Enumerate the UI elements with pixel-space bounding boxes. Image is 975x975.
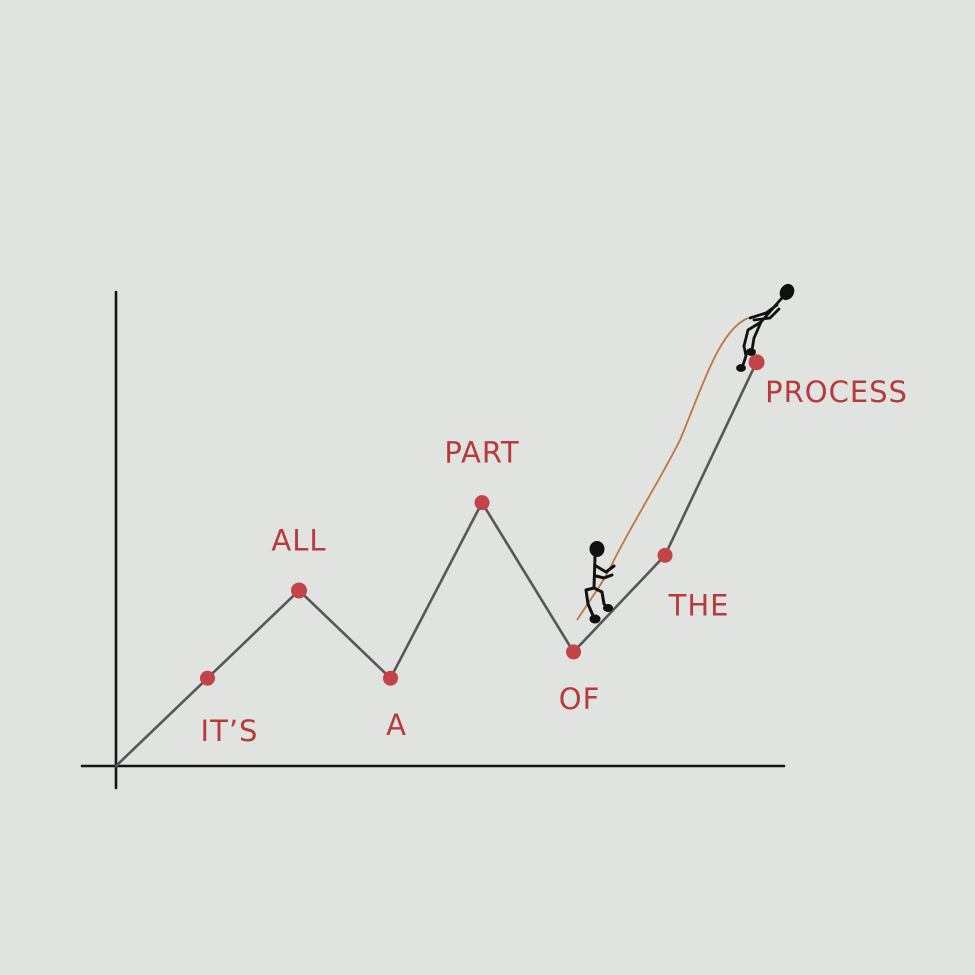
- climber-head: [589, 541, 605, 557]
- point-label: A: [386, 708, 407, 742]
- point-label: PART: [444, 436, 519, 470]
- climber-icon: [584, 541, 616, 624]
- rope-icon: [576, 317, 749, 621]
- data-point: [291, 582, 308, 599]
- summit-climber-icon: [736, 283, 795, 372]
- data-point: [200, 670, 216, 686]
- data-point: [383, 670, 399, 686]
- series-line: [114, 360, 758, 768]
- point-label: OF: [559, 682, 601, 716]
- point-label: PROCESS: [765, 375, 908, 409]
- point-label: ALL: [271, 523, 326, 557]
- data-point: [657, 547, 673, 563]
- point-label: THE: [668, 588, 730, 622]
- data-point: [566, 644, 582, 660]
- data-point: [748, 354, 765, 371]
- data-point: [474, 495, 490, 511]
- summit-climber-head: [779, 283, 795, 301]
- point-label: IT’S: [201, 714, 259, 748]
